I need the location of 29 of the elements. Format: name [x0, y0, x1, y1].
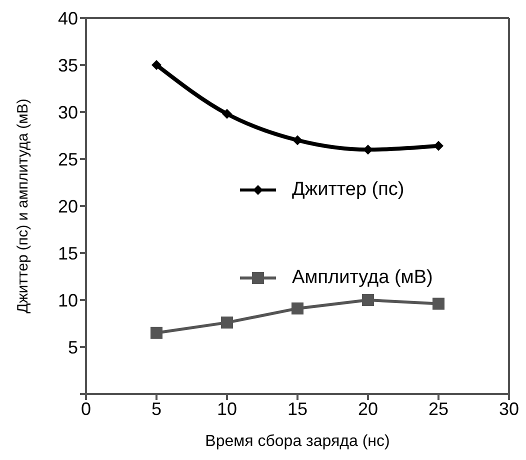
- x-tick-label: 5: [151, 398, 162, 419]
- y-tick-label: 15: [58, 243, 78, 264]
- x-tick-label: 15: [287, 398, 308, 419]
- point: [292, 135, 302, 146]
- point: [221, 316, 233, 329]
- x-axis-title: Время сбора заряда (нс): [205, 433, 390, 450]
- y-tick-label: 30: [58, 102, 78, 122]
- point: [363, 144, 373, 155]
- x-tick-label: 10: [216, 398, 238, 419]
- point: [292, 302, 304, 314]
- y-tick-label: 10: [58, 290, 78, 310]
- x-tick-label: 20: [358, 398, 378, 419]
- point: [150, 326, 162, 339]
- point: [222, 108, 232, 119]
- y-tick-label: 40: [58, 8, 78, 28]
- legend-label: Амплитуда (мВ): [292, 267, 433, 289]
- point: [434, 140, 444, 151]
- x-tick-label: 25: [428, 398, 449, 419]
- y-tick-label: 25: [58, 149, 78, 170]
- x-tick-label: 30: [498, 398, 520, 419]
- y-axis-title: Джиттер (пс) и амплитуда (мВ): [14, 98, 32, 314]
- x-tick-label: 0: [80, 398, 92, 419]
- point: [362, 294, 374, 306]
- point: [152, 60, 162, 70]
- point: [432, 298, 444, 310]
- legend-label: Джиттер (пс): [292, 179, 404, 201]
- y-tick-label: 5: [68, 337, 78, 358]
- y-tick-label: 35: [58, 55, 78, 76]
- y-tick-label: 20: [58, 196, 78, 216]
